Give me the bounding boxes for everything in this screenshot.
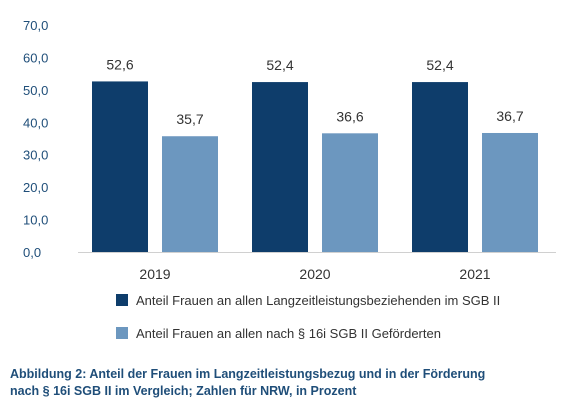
data-label: 35,7 <box>176 111 203 127</box>
x-tick-label: 2020 <box>299 266 330 282</box>
value-labels: 52,6 35,7 52,4 36,6 52,4 36,7 <box>106 56 523 127</box>
caption-line-1: Abbildung 2: Anteil der Frauen im Langze… <box>10 367 486 381</box>
y-tick-label: 0,0 <box>23 245 41 260</box>
y-tick-label: 20,0 <box>23 180 48 195</box>
caption-line-2: nach § 16i SGB II im Vergleich; Zahlen f… <box>10 384 357 398</box>
y-tick-label: 60,0 <box>23 50 48 65</box>
x-axis: 2019 2020 2021 <box>139 266 490 282</box>
legend-label-series-2: Anteil Frauen an allen nach § 16i SGB II… <box>136 326 441 341</box>
y-tick-label: 50,0 <box>23 83 48 98</box>
y-axis: 0,0 10,0 20,0 30,0 40,0 50,0 60,0 70,0 <box>23 18 48 260</box>
x-tick-label: 2021 <box>459 266 490 282</box>
legend-label-series-1: Anteil Frauen an allen Langzeitleistungs… <box>136 293 500 308</box>
y-tick-label: 30,0 <box>23 148 48 163</box>
y-tick-label: 40,0 <box>23 115 48 130</box>
figure-caption: Abbildung 2: Anteil der Frauen im Langze… <box>10 366 566 400</box>
x-tick-label: 2019 <box>139 266 170 282</box>
data-label: 52,4 <box>426 57 453 73</box>
bar-2020-series-2 <box>322 133 378 252</box>
legend-swatch-series-1 <box>116 294 128 306</box>
bar-2019-series-2 <box>162 136 218 252</box>
bar-2020-series-1 <box>252 82 308 253</box>
bar-chart: 0,0 10,0 20,0 30,0 40,0 50,0 60,0 70,0 52,6 35,7… <box>23 18 556 341</box>
y-tick-label: 70,0 <box>23 18 48 33</box>
y-tick-label: 10,0 <box>23 213 48 228</box>
bar-2021-series-1 <box>412 82 468 253</box>
legend-swatch-series-2 <box>116 327 128 339</box>
legend: Anteil Frauen an allen Langzeitleistungs… <box>116 293 500 341</box>
data-label: 36,7 <box>496 108 523 124</box>
data-label: 36,6 <box>336 108 363 124</box>
bar-2021-series-2 <box>482 132 538 252</box>
data-label: 52,4 <box>266 57 293 73</box>
bar-2019-series-1 <box>92 81 148 252</box>
data-label: 52,6 <box>106 56 133 72</box>
bars <box>92 81 538 253</box>
